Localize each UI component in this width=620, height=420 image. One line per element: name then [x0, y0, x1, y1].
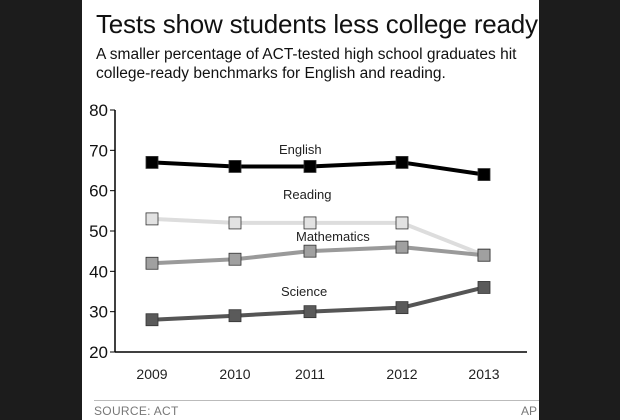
- footer-divider: [94, 400, 539, 401]
- data-point: [228, 309, 242, 323]
- series-label: Science: [281, 284, 327, 299]
- x-tick-label: 2009: [136, 366, 167, 382]
- x-tick-label: 2011: [295, 366, 325, 382]
- x-tick-label: 2013: [468, 366, 499, 382]
- data-point: [145, 256, 159, 270]
- data-point: [395, 240, 409, 254]
- data-point: [395, 301, 409, 315]
- data-point: [303, 305, 317, 319]
- data-point: [145, 156, 159, 169]
- x-tick-label: 2012: [386, 366, 417, 382]
- series-line: [151, 160, 485, 177]
- data-point: [477, 248, 491, 262]
- data-point: [145, 313, 159, 327]
- series-label: English: [279, 142, 322, 157]
- data-point: [303, 160, 317, 173]
- data-point: [228, 216, 242, 230]
- data-point: [395, 156, 409, 169]
- y-tick-label: 60: [89, 182, 108, 201]
- data-point: [303, 244, 317, 258]
- y-tick-label: 80: [89, 101, 108, 120]
- chart-title: Tests show students less college ready: [96, 9, 538, 39]
- y-tick-label: 20: [89, 343, 108, 362]
- y-tick-label: 40: [89, 262, 108, 281]
- data-point: [228, 160, 242, 173]
- y-tick-label: 30: [89, 303, 108, 322]
- data-point: [395, 216, 409, 230]
- chart-subtitle: A smaller percentage of ACT-tested high …: [96, 46, 517, 82]
- data-point: [477, 281, 491, 294]
- credit-label: AP: [520, 404, 537, 418]
- series-label: Reading: [283, 187, 331, 202]
- data-point: [477, 168, 491, 181]
- series-label: Mathematics: [296, 229, 370, 244]
- y-tick-label: 70: [89, 141, 108, 160]
- y-tick-label: 50: [89, 222, 108, 241]
- line-chart: 20 30 40 50 60 70 80 2009 2010 2011 2012 2013 Englis…: [89, 101, 527, 382]
- graphic-panel: Tests show students less college ready A…: [82, 0, 539, 420]
- source-note: SOURCE: ACT: [94, 404, 179, 418]
- series-line: [151, 245, 485, 266]
- data-point: [228, 252, 242, 266]
- data-point: [303, 216, 317, 230]
- data-point: [145, 212, 159, 226]
- x-tick-label: 2010: [219, 366, 250, 382]
